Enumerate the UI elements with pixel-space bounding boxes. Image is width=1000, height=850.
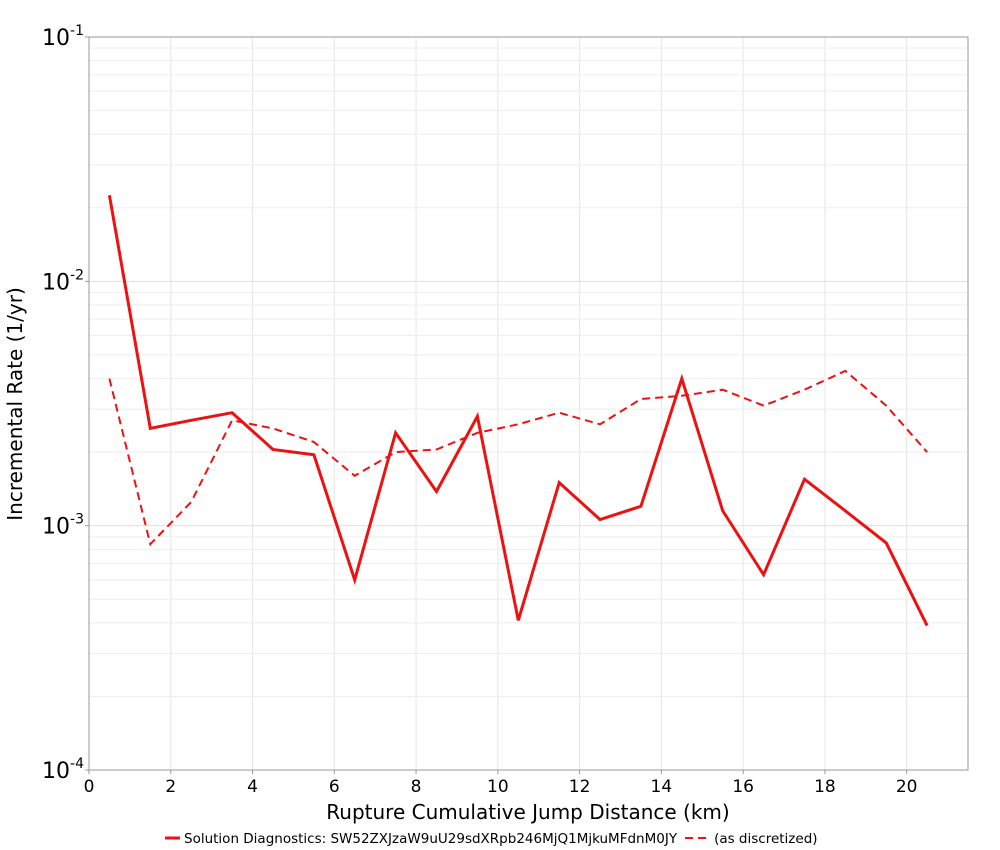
x-tick-label: 20 <box>896 777 918 797</box>
y-tick-label: 10-4 <box>42 756 84 784</box>
x-tick-label: 10 <box>487 777 509 797</box>
grid <box>88 37 968 771</box>
x-tick-label: 2 <box>165 777 176 797</box>
legend-label-discretized: (as discretized) <box>714 831 817 847</box>
legend-label-solution: Solution Diagnostics: SW52ZXJzaW9uU29sdX… <box>184 831 678 847</box>
y-tick-label: 10-1 <box>42 23 84 51</box>
x-tick-label: 18 <box>814 777 836 797</box>
y-tick-label: 10-2 <box>42 267 84 295</box>
x-axis-title: Rupture Cumulative Jump Distance (km) <box>326 800 729 824</box>
x-tick-label: 12 <box>569 777 591 797</box>
y-axis: 10-1 10-2 10-3 10-4 <box>42 23 89 784</box>
x-tick-label: 0 <box>84 777 95 797</box>
x-tick-label: 16 <box>732 777 754 797</box>
y-axis-title: Incremental Rate (1/yr) <box>3 287 27 520</box>
x-axis: 0 2 4 6 8 10 12 14 16 18 20 <box>84 770 918 797</box>
series-layer <box>107 195 929 627</box>
x-tick-label: 4 <box>247 777 258 797</box>
y-tick-label: 10-3 <box>42 512 84 540</box>
x-tick-label: 6 <box>329 777 340 797</box>
legend: Solution Diagnostics: SW52ZXJzaW9uU29sdX… <box>165 831 818 847</box>
plot-area <box>88 36 969 771</box>
series-line-solution <box>107 195 929 627</box>
x-tick-label: 14 <box>651 777 673 797</box>
x-tick-label: 8 <box>411 777 422 797</box>
